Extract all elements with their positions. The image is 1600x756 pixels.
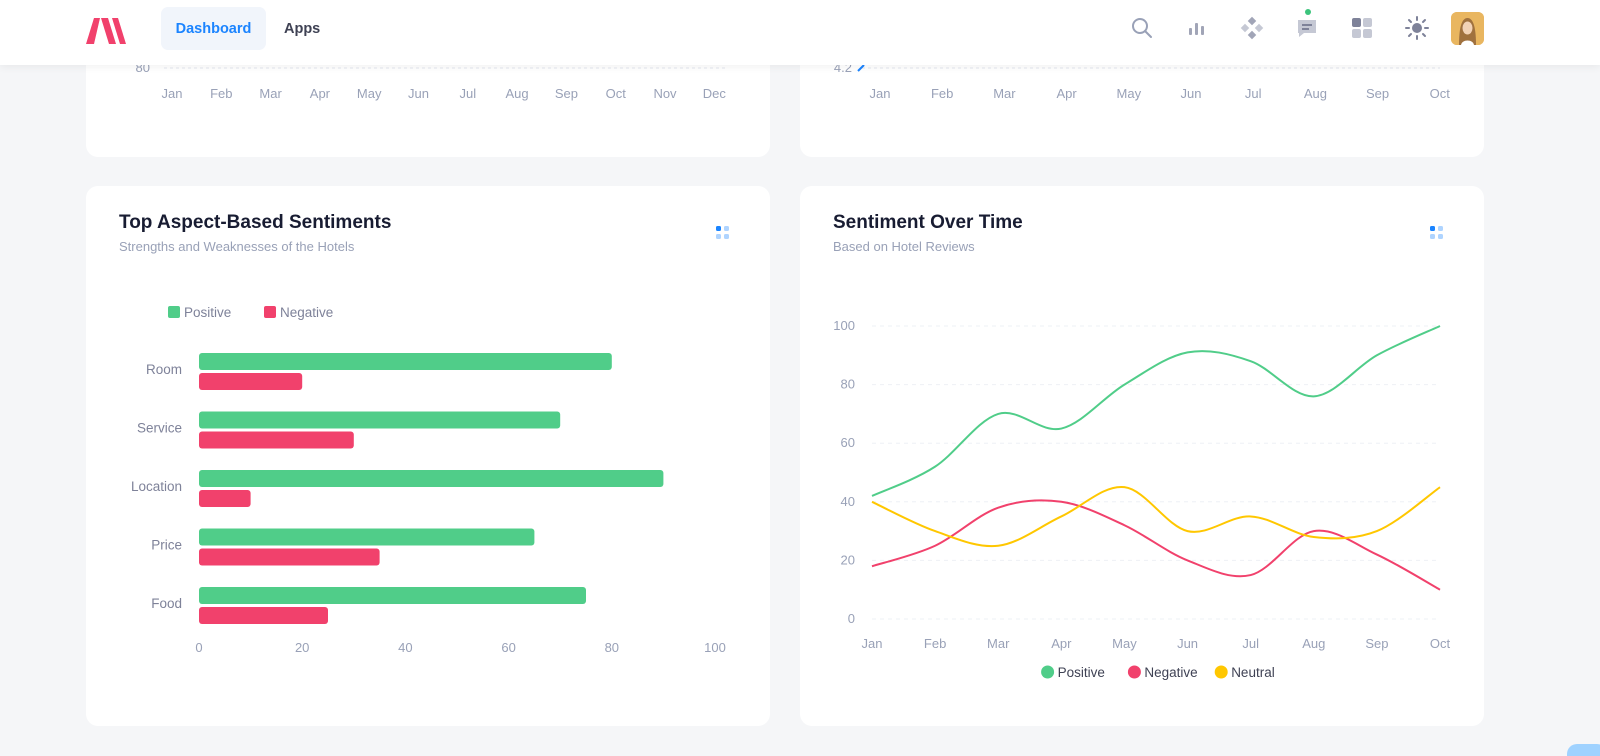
category-label: Price — [151, 538, 182, 553]
card-menu-icon[interactable] — [1430, 226, 1444, 240]
x-tick-label: Apr — [1051, 636, 1072, 651]
x-tick-label: Feb — [924, 636, 946, 651]
x-tick-label: Jun — [408, 86, 429, 101]
y-tick-label: 100 — [833, 318, 855, 333]
card-subtitle: Based on Hotel Reviews — [833, 239, 975, 254]
x-tick-label: Mar — [259, 86, 282, 101]
x-tick-label: 80 — [605, 640, 619, 655]
line-fragment — [857, 64, 865, 72]
y-tick-label: 80 — [841, 377, 855, 392]
card-title: Top Aspect-Based Sentiments — [119, 212, 392, 233]
category-label: Service — [137, 421, 182, 436]
x-tick-label: 20 — [295, 640, 309, 655]
bar-negative-room[interactable] — [199, 373, 303, 390]
legend-label[interactable]: Positive — [184, 305, 231, 320]
x-tick-label: 40 — [398, 640, 412, 655]
x-tick-label: Oct — [606, 86, 627, 101]
x-tick-label: 60 — [501, 640, 515, 655]
legend-label[interactable]: Negative — [280, 305, 333, 320]
tab-apps[interactable]: Apps — [284, 20, 321, 37]
chart-icon[interactable] — [1182, 13, 1212, 43]
scroll-top-button[interactable] — [1567, 744, 1600, 756]
bar-negative-food[interactable] — [199, 607, 328, 624]
aspect-bar-chart: Positive Negative Room Service Location Price… — [131, 305, 726, 655]
x-tick-label: Apr — [1056, 86, 1077, 101]
brand-logo[interactable] — [86, 14, 126, 44]
bar-positive-price[interactable] — [199, 528, 535, 546]
aspect-sentiment-card: Top Aspect-Based Sentiments Strengths an… — [86, 186, 770, 726]
bar-positive-room[interactable] — [199, 353, 612, 370]
legend-label[interactable]: Positive — [1058, 665, 1105, 680]
legend-marker[interactable] — [168, 306, 180, 318]
legend-label[interactable]: Neutral — [1231, 665, 1275, 680]
bar-positive-service[interactable] — [199, 411, 561, 429]
line-neutral[interactable] — [871, 486, 1441, 548]
rating-chart-partial: 4.2 Jan Feb Mar Apr May Jun Jul Aug Sep Oct — [834, 60, 1451, 101]
sentiment-line-chart: 0 20 40 60 80 100 Jan Feb Mar Apr May Jun Jul Aug Sep O… — [833, 318, 1451, 680]
legend-marker[interactable] — [1127, 665, 1141, 679]
card-title: Sentiment Over Time — [833, 212, 1023, 233]
y-tick-label: 60 — [841, 435, 855, 450]
sentiment-time-card: Sentiment Over Time Based on Hotel Revie… — [800, 186, 1484, 726]
x-tick-label: Jul — [1242, 636, 1259, 651]
x-tick-label: Jun — [1177, 636, 1198, 651]
x-tick-label: Mar — [993, 86, 1016, 101]
x-tick-label: May — [357, 86, 382, 101]
search-icon[interactable] — [1127, 13, 1157, 43]
x-tick-label: Aug — [506, 86, 529, 101]
x-tick-label: Feb — [210, 86, 232, 101]
x-tick-label: Sep — [1366, 86, 1389, 101]
x-tick-label: Dec — [703, 86, 727, 101]
monthly-chart-partial: 80 Jan Feb Mar Apr May Jun Jul Aug Sep Oct Nov Dec — [136, 60, 727, 101]
apps-diamond-icon[interactable] — [1237, 13, 1267, 43]
x-tick-label: Aug — [1304, 86, 1327, 101]
card-menu-icon[interactable] — [716, 226, 730, 240]
line-positive[interactable] — [871, 325, 1441, 497]
bar-negative-location[interactable] — [199, 490, 251, 507]
notification-dot — [1305, 9, 1311, 15]
x-tick-label: Sep — [555, 86, 578, 101]
user-avatar[interactable] — [1451, 12, 1484, 45]
x-tick-label: Jul — [1245, 86, 1262, 101]
line-negative[interactable] — [871, 499, 1441, 591]
category-label: Room — [146, 362, 182, 377]
y-tick-label: 0 — [848, 611, 855, 626]
category-label: Food — [151, 596, 182, 611]
legend-label[interactable]: Negative — [1144, 665, 1197, 680]
x-tick-label: Oct — [1430, 86, 1451, 101]
x-tick-label: Oct — [1430, 636, 1451, 651]
x-tick-label: May — [1117, 86, 1142, 101]
bar-negative-service[interactable] — [199, 431, 354, 449]
x-tick-label: Jan — [162, 86, 183, 101]
layout-icon[interactable] — [1347, 13, 1377, 43]
x-tick-label: 0 — [195, 640, 202, 655]
bar-positive-location[interactable] — [199, 470, 664, 487]
sun-icon[interactable] — [1402, 13, 1432, 43]
y-tick-label: 40 — [841, 494, 855, 509]
top-navbar: Dashboard Apps — [0, 0, 1600, 65]
x-tick-label: Mar — [987, 636, 1010, 651]
x-tick-label: Apr — [310, 86, 331, 101]
bar-positive-food[interactable] — [199, 587, 586, 604]
x-tick-label: Jan — [862, 636, 883, 651]
y-tick-label: 20 — [841, 552, 855, 567]
legend-marker[interactable] — [1214, 665, 1228, 679]
x-tick-label: Aug — [1302, 636, 1325, 651]
legend-marker[interactable] — [1041, 665, 1055, 679]
x-tick-label: Feb — [931, 86, 953, 101]
x-tick-label: Jul — [459, 86, 476, 101]
x-tick-label: Sep — [1365, 636, 1388, 651]
x-tick-label: 100 — [704, 640, 726, 655]
x-tick-label: Jun — [1181, 86, 1202, 101]
x-tick-label: May — [1112, 636, 1137, 651]
chat-icon[interactable] — [1292, 13, 1322, 43]
bar-negative-price[interactable] — [199, 548, 380, 566]
card-subtitle: Strengths and Weaknesses of the Hotels — [119, 239, 355, 254]
x-tick-label: Jan — [870, 86, 891, 101]
category-label: Location — [131, 479, 182, 494]
x-tick-label: Nov — [653, 86, 677, 101]
legend-marker[interactable] — [264, 306, 276, 318]
tab-dashboard[interactable]: Dashboard — [161, 7, 266, 50]
